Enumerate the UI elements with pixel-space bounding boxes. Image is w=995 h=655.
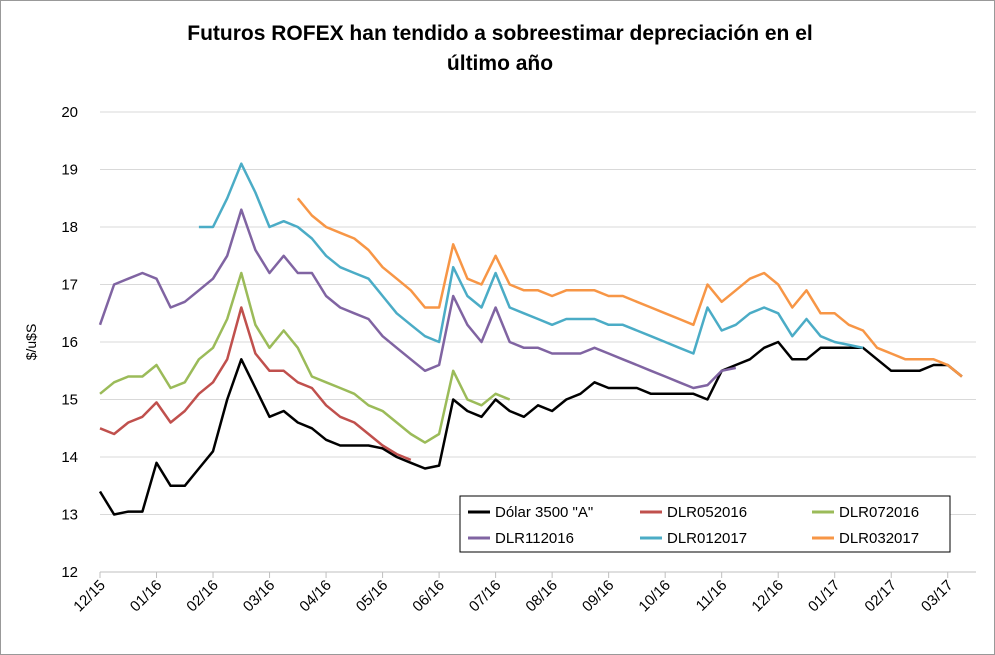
chart-title: Futuros ROFEX han tendido a sobreestimar…	[187, 22, 812, 75]
legend-label: DLR012017	[667, 530, 747, 547]
y-tick-label: 16	[61, 334, 78, 351]
legend-box	[459, 495, 951, 553]
y-axis-label: $/u$S	[23, 324, 39, 361]
series-line	[99, 306, 412, 462]
y-tick-label: 17	[61, 277, 78, 294]
legend-label: DLR032017	[839, 530, 919, 547]
legend-label: DLR112016	[495, 530, 574, 547]
y-tick-label: 14	[61, 449, 78, 466]
legend-label: DLR072016	[839, 504, 919, 521]
series-line	[99, 271, 511, 444]
legend-label: DLR052016	[667, 504, 747, 521]
series-line	[98, 208, 737, 390]
y-tick-label: 12	[61, 564, 78, 581]
legend: Dólar 3500 "A" DLR052016 DLR072016 DLR11201…	[459, 495, 951, 553]
y-tick-label: 19	[61, 162, 78, 179]
series-line	[198, 162, 864, 355]
y-tick-label: 13	[61, 507, 78, 524]
legend-label: Dólar 3500 "A"	[495, 504, 593, 521]
y-tick-label: 20	[61, 104, 78, 121]
series-line	[296, 197, 963, 378]
series-line	[98, 340, 963, 516]
y-tick-label: 15	[61, 392, 78, 409]
y-tick-label: 18	[61, 219, 78, 236]
